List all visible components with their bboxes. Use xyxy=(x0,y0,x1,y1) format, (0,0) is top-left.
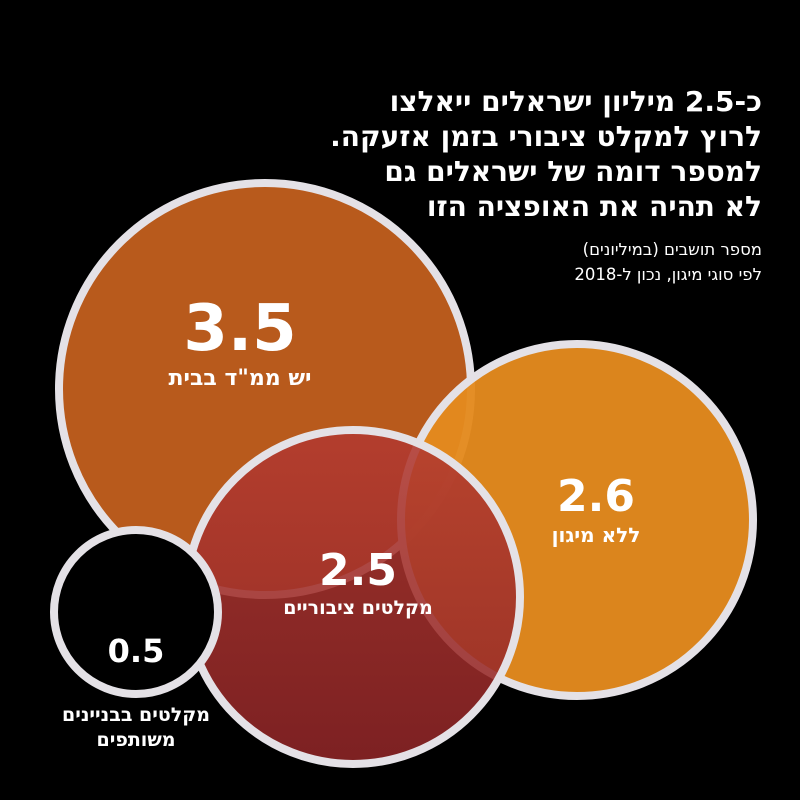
chart-subtitle: מספר תושבים (במיליונים) לפי סוגי מיגון, … xyxy=(362,237,762,287)
category-label-building-shelters-line2: משותפים xyxy=(97,729,176,751)
value-label-building-shelters: 0.5 xyxy=(108,632,165,670)
subtitle-line-2: לפי סוגי מיגון, נכון ל-2018 xyxy=(574,265,762,284)
title-line-3: למספר דומה של ישראלים גם xyxy=(384,155,762,188)
subtitle-line-1: מספר תושבים (במיליונים) xyxy=(582,240,762,259)
title-line-2: לרוץ למקלט ציבורי בזמן אזעקה. xyxy=(330,120,762,153)
category-label-building-shelters: מקלטים בבניינים xyxy=(62,704,210,726)
category-label-no-protection: ללא מיגון xyxy=(552,523,641,547)
chart-title: כ-2.5 מיליון ישראלים ייאלצו לרוץ למקלט צ… xyxy=(242,84,762,224)
bubble-building-shelters xyxy=(50,526,222,698)
value-label-public-shelters: 2.5 xyxy=(319,545,397,596)
category-label-public-shelters: מקלטים ציבוריים xyxy=(283,597,433,619)
category-label-home-safe-room: יש ממ"ד בבית xyxy=(168,366,311,391)
value-label-no-protection: 2.6 xyxy=(557,471,635,522)
title-line-4: לא תהיה את האופציה הזו xyxy=(426,190,762,223)
value-label-home-safe-room: 3.5 xyxy=(183,292,296,366)
title-line-1: כ-2.5 מיליון ישראלים ייאלצו xyxy=(389,85,762,118)
